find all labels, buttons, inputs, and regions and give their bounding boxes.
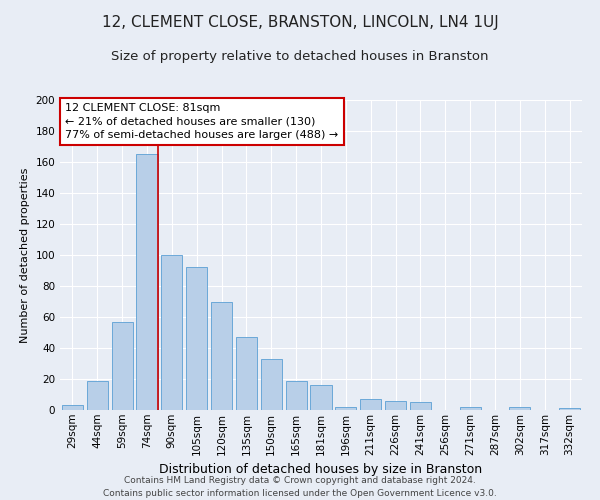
- Bar: [186, 268, 207, 410]
- Text: 12 CLEMENT CLOSE: 81sqm
← 21% of detached houses are smaller (130)
77% of semi-d: 12 CLEMENT CLOSE: 81sqm ← 21% of detache…: [65, 103, 338, 140]
- Bar: [360, 399, 381, 410]
- Bar: [410, 402, 431, 410]
- Bar: [236, 337, 257, 410]
- Text: Size of property relative to detached houses in Branston: Size of property relative to detached ho…: [111, 50, 489, 63]
- Bar: [460, 407, 481, 410]
- Bar: [161, 255, 182, 410]
- Bar: [261, 359, 282, 410]
- Bar: [87, 380, 108, 410]
- Y-axis label: Number of detached properties: Number of detached properties: [20, 168, 30, 342]
- Bar: [509, 407, 530, 410]
- Bar: [559, 408, 580, 410]
- X-axis label: Distribution of detached houses by size in Branston: Distribution of detached houses by size …: [160, 463, 482, 476]
- Bar: [385, 400, 406, 410]
- Bar: [211, 302, 232, 410]
- Bar: [136, 154, 158, 410]
- Bar: [112, 322, 133, 410]
- Bar: [310, 385, 332, 410]
- Text: 12, CLEMENT CLOSE, BRANSTON, LINCOLN, LN4 1UJ: 12, CLEMENT CLOSE, BRANSTON, LINCOLN, LN…: [101, 15, 499, 30]
- Bar: [335, 407, 356, 410]
- Text: Contains HM Land Registry data © Crown copyright and database right 2024.
Contai: Contains HM Land Registry data © Crown c…: [103, 476, 497, 498]
- Bar: [62, 406, 83, 410]
- Bar: [286, 380, 307, 410]
